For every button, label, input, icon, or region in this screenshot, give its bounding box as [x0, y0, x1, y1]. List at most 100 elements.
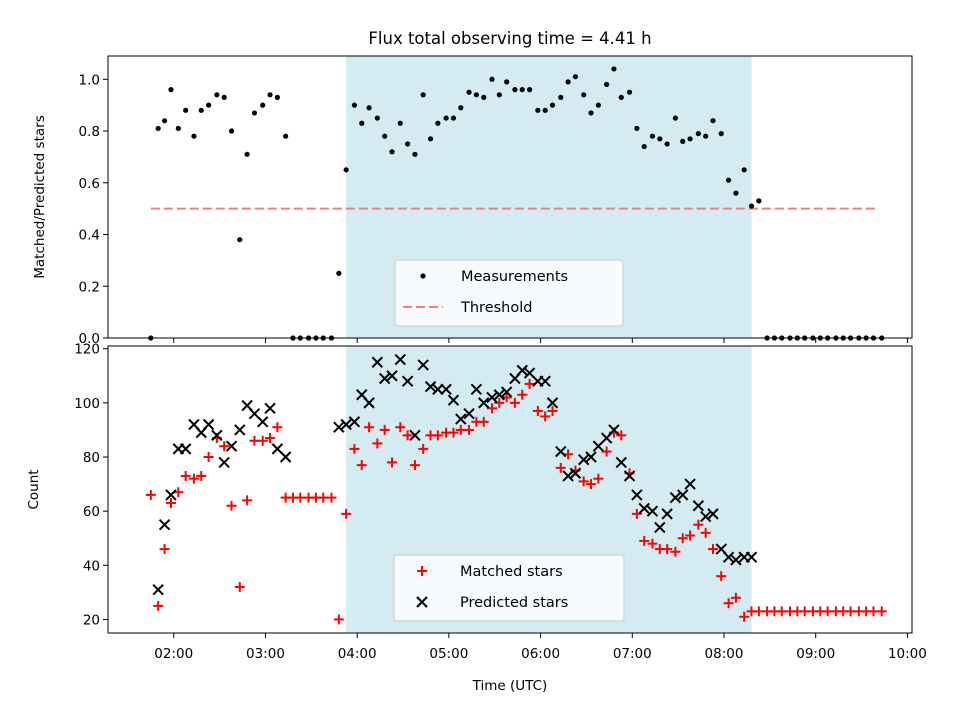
measurement-point: [549, 102, 556, 108]
measurement-point: [725, 177, 732, 183]
measurement-point: [183, 107, 189, 113]
matched-star-point: [409, 460, 420, 471]
matched-star-point: [188, 473, 199, 484]
measurement-point: [718, 131, 724, 137]
measurement-point: [214, 92, 220, 98]
predicted-star-point: [539, 375, 551, 387]
predicted-star-point: [333, 421, 345, 433]
measurement-point: [496, 92, 502, 98]
matched-star-point: [219, 441, 230, 452]
measurement-point: [351, 102, 358, 108]
measurement-point: [756, 198, 762, 204]
measurement-point: [168, 87, 174, 93]
matched-star-point: [723, 598, 734, 609]
bottom-y-axis-label: Count: [26, 469, 42, 509]
matched-star-point: [349, 443, 360, 454]
matched-star-point: [464, 424, 475, 435]
measurement-point: [450, 115, 457, 121]
measurement-point: [359, 120, 365, 126]
bottom-legend: Matched stars Predicted stars: [393, 554, 625, 622]
bottom-y-ticks: 20 40 60 80 100 120: [74, 342, 108, 628]
predicted-star-point: [279, 451, 292, 463]
matched-star-point: [693, 519, 704, 530]
y-tick-label: 0.2: [79, 279, 100, 295]
y-tick-label: 1.0: [79, 72, 100, 88]
measurement-point: [374, 115, 380, 121]
legend-box: [393, 554, 625, 622]
predicted-star-point: [417, 359, 429, 371]
measurement-point: [435, 120, 441, 126]
matched-star-point: [159, 544, 170, 555]
legend-swatch-measurements: [420, 273, 426, 279]
measurement-point: [641, 143, 647, 150]
predicted-star-point: [654, 521, 666, 534]
measurement-point: [198, 107, 204, 113]
matched-star-point: [402, 430, 413, 441]
predicted-star-point: [646, 505, 659, 517]
matched-star-point: [356, 460, 367, 471]
matched-star-point: [716, 571, 727, 582]
predicted-star-point: [500, 386, 513, 398]
matched-star-point: [257, 435, 268, 446]
measurement-point: [267, 92, 273, 98]
x-tick-label: 03:00: [246, 646, 285, 662]
matched-star-point: [486, 403, 497, 414]
measurement-point: [221, 94, 227, 100]
matched-star-point: [677, 533, 688, 544]
predicted-star-point: [348, 416, 361, 428]
predicted-star-point: [692, 500, 705, 512]
measurement-point: [687, 136, 693, 142]
matched-star-point: [448, 427, 459, 438]
matched-star-point: [166, 498, 177, 509]
matched-star-point: [395, 422, 406, 433]
measurement-point: [244, 151, 250, 157]
legend-swatch-matched: [417, 566, 427, 576]
legend-label: Predicted stars: [460, 595, 568, 611]
top-data-marks: [148, 66, 885, 341]
matched-star-point: [203, 452, 214, 463]
measurement-point: [618, 94, 624, 100]
bottom-data-marks: [145, 353, 887, 625]
measurement-point: [343, 167, 349, 173]
measurement-point: [427, 136, 434, 142]
measurement-point: [588, 110, 594, 116]
measurement-point: [741, 167, 747, 173]
measurement-point: [420, 92, 426, 98]
matched-star-point: [364, 422, 375, 433]
predicted-star-point: [257, 416, 269, 428]
predicted-star-point: [409, 429, 421, 442]
measurement-point: [481, 94, 487, 100]
predicted-star-point: [631, 489, 643, 501]
x-tick-label: 08:00: [705, 646, 744, 662]
matched-star-point: [647, 538, 658, 549]
predicted-star-point: [677, 489, 689, 501]
predicted-star-point: [401, 375, 414, 387]
measurement-point: [710, 118, 716, 124]
predicted-star-point: [378, 372, 391, 385]
measurement-point: [535, 107, 541, 113]
measurement-point: [558, 94, 564, 100]
matched-star-point: [180, 470, 191, 481]
predicted-star-point: [661, 508, 673, 520]
legend-label: Matched stars: [460, 564, 563, 580]
matched-star-point: [524, 378, 535, 389]
predicted-star-point: [562, 470, 574, 482]
predicted-star-point: [569, 467, 582, 479]
y-tick-label: 0.4: [79, 228, 100, 244]
x-tick-label: 07:00: [613, 646, 652, 662]
matched-star-point: [586, 479, 597, 490]
matched-star-point: [601, 446, 612, 457]
measurement-point: [626, 89, 633, 95]
legend-label: Threshold: [460, 300, 532, 316]
top-y-ticks: 0.0 0.2 0.4 0.6 0.8 1.0: [79, 72, 108, 347]
predicted-star-point: [165, 489, 177, 501]
predicted-star-point: [463, 407, 475, 420]
predicted-star-point: [615, 456, 627, 469]
measurement-point: [572, 74, 579, 80]
predicted-star-point: [211, 429, 223, 442]
matched-star-point: [730, 592, 741, 603]
measurement-point: [657, 136, 663, 142]
matched-star-point: [639, 535, 650, 546]
matched-star-point: [478, 416, 489, 427]
matched-star-point: [707, 544, 718, 555]
